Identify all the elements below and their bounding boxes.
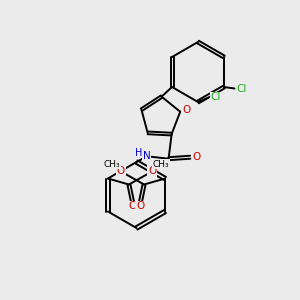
Text: O: O: [192, 152, 200, 162]
Text: Cl: Cl: [237, 83, 247, 94]
Text: O: O: [182, 105, 190, 115]
Text: H: H: [135, 148, 142, 158]
Text: O: O: [136, 201, 144, 211]
Text: Cl: Cl: [211, 92, 221, 103]
Text: O: O: [148, 166, 156, 176]
Text: O: O: [129, 201, 137, 211]
Text: O: O: [117, 166, 125, 176]
Text: CH₃: CH₃: [153, 160, 169, 169]
Text: N: N: [142, 151, 150, 161]
Text: CH₃: CH₃: [104, 160, 120, 169]
